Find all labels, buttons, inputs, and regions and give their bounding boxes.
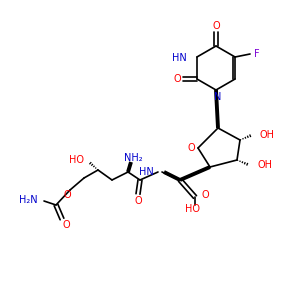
- Text: HN: HN: [172, 53, 187, 63]
- Text: O: O: [201, 190, 209, 200]
- Text: O: O: [187, 143, 195, 153]
- Text: OH: OH: [257, 160, 272, 170]
- Text: NH₂: NH₂: [124, 153, 142, 163]
- Text: O: O: [62, 220, 70, 230]
- Text: O: O: [63, 190, 71, 200]
- Text: O: O: [134, 196, 142, 206]
- Text: OH: OH: [260, 130, 275, 140]
- Text: N: N: [214, 92, 222, 102]
- Text: O: O: [212, 21, 220, 31]
- Text: H₂N: H₂N: [20, 195, 38, 205]
- Text: HO: HO: [69, 155, 84, 165]
- Text: F: F: [254, 49, 260, 59]
- Text: O: O: [173, 74, 181, 84]
- Text: HO: HO: [185, 204, 200, 214]
- Text: HN: HN: [139, 167, 154, 177]
